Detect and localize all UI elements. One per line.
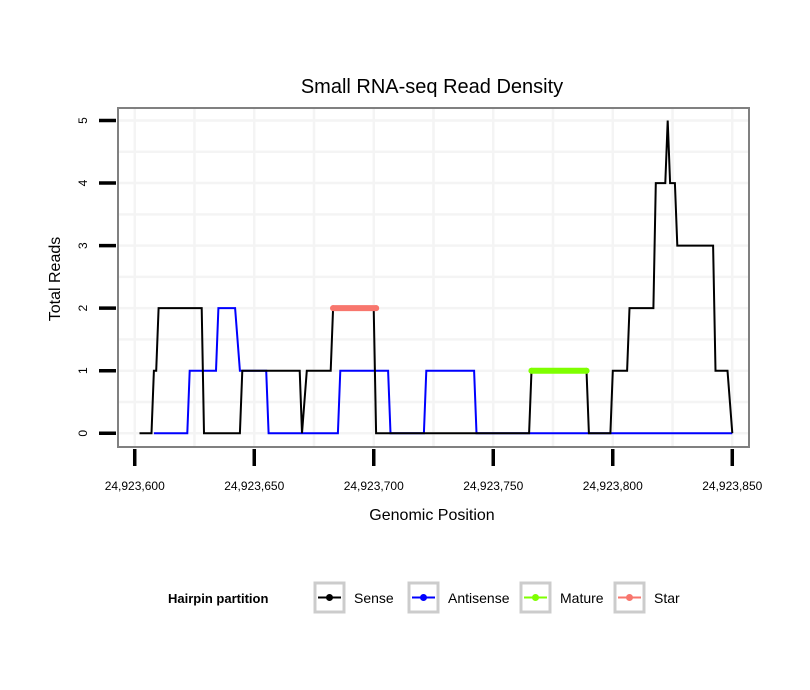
y-tick-label: 4 (76, 179, 90, 186)
x-tick-label: 24,923,600 (105, 479, 165, 493)
legend: Hairpin partition Sense Antisense Mature St… (168, 581, 680, 614)
x-tick-label: 24,923,650 (224, 479, 284, 493)
x-tick-label: 24,923,850 (702, 479, 762, 493)
y-tick-label: 2 (76, 304, 90, 311)
x-axis-title: Genomic Position (369, 507, 494, 524)
legend-item-star: Star (613, 581, 680, 614)
legend-key-point (326, 594, 333, 601)
legend-label: Star (654, 590, 680, 606)
legend-key-point (532, 594, 539, 601)
legend-item-mature: Mature (519, 581, 604, 614)
y-tick-label: 3 (76, 242, 90, 249)
x-axis: 24,923,600 24,923,650 24,923,700 24,923,750… (105, 449, 763, 493)
x-tick-label: 24,923,700 (344, 479, 404, 493)
y-tick-label: 5 (76, 117, 90, 124)
legend-title: Hairpin partition (168, 591, 268, 606)
legend-key-point (420, 594, 427, 601)
legend-label: Sense (354, 590, 394, 606)
legend-key-point (626, 594, 633, 601)
series-layer (139, 120, 734, 435)
chart-title: Small RNA-seq Read Density (301, 76, 563, 98)
y-tick-label: 1 (76, 367, 90, 374)
legend-item-sense: Sense (313, 581, 394, 614)
series-line-antisense (153, 307, 733, 435)
x-tick-label: 24,923,800 (583, 479, 643, 493)
legend-label: Mature (560, 590, 604, 606)
data-point-mature (528, 367, 535, 374)
plot-panel (118, 108, 749, 447)
legend-item-antisense: Antisense (407, 581, 510, 614)
y-axis-title: Total Reads (47, 237, 64, 322)
data-point-mature (583, 367, 590, 374)
data-point-star (330, 305, 337, 312)
y-axis: 0 1 2 3 4 5 (76, 117, 116, 437)
panel-border (117, 107, 750, 448)
data-point-star (373, 305, 380, 312)
y-tick-label: 0 (76, 430, 90, 437)
legend-label: Antisense (448, 590, 510, 606)
x-tick-label: 24,923,750 (463, 479, 523, 493)
